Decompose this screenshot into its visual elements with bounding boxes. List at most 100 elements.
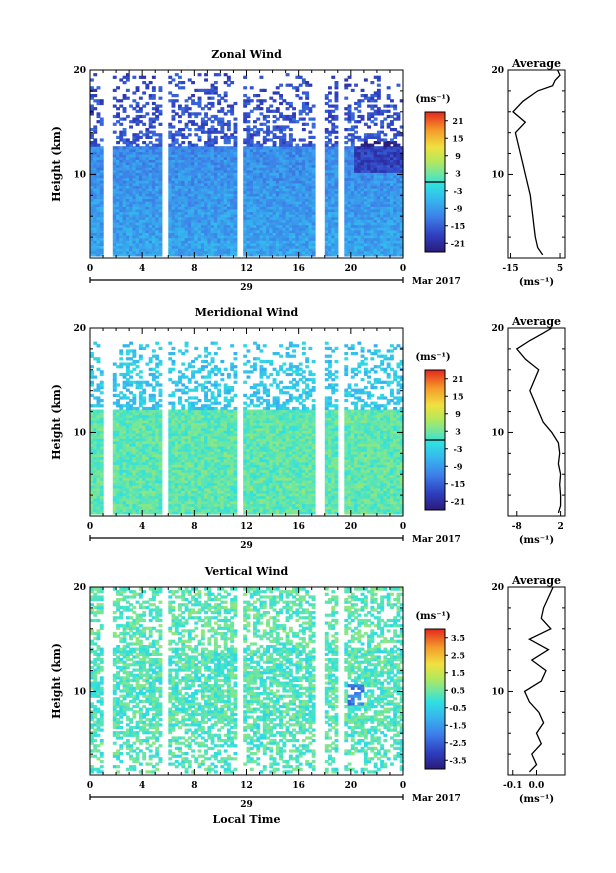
heatmap-cell xyxy=(275,161,280,166)
heatmap-cell xyxy=(328,248,332,252)
heatmap-cell xyxy=(125,380,130,384)
heatmap-cell xyxy=(207,248,212,252)
heatmap-cell xyxy=(282,214,287,218)
heatmap-cell xyxy=(393,214,398,218)
heatmap-cell xyxy=(253,185,257,189)
heatmap-cell xyxy=(168,154,173,158)
heatmap-cell xyxy=(135,214,140,218)
heatmap-cell xyxy=(367,133,371,137)
heatmap-cell xyxy=(112,242,117,247)
heatmap-cell xyxy=(168,185,173,189)
heatmap-cell xyxy=(90,190,94,194)
heatmap-cell xyxy=(200,172,205,176)
heatmap-cell xyxy=(373,203,378,207)
heatmap-cell xyxy=(269,237,274,241)
heatmap-cell xyxy=(220,148,225,153)
heatmap-cell xyxy=(357,114,362,119)
heatmap-cell xyxy=(112,388,117,392)
heatmap-cell xyxy=(223,94,228,98)
heatmap-cell xyxy=(390,222,394,226)
heatmap-cell xyxy=(354,151,358,155)
heatmap-cell xyxy=(220,96,225,100)
heatmap-cell xyxy=(138,237,143,241)
heatmap-cell xyxy=(155,167,160,171)
heatmap-cell xyxy=(275,201,280,205)
heatmap-cell xyxy=(226,164,231,168)
heatmap-cell xyxy=(354,214,358,218)
heatmap-cell xyxy=(138,198,143,202)
heatmap-cell xyxy=(204,169,208,173)
heatmap-cell xyxy=(272,232,277,236)
heatmap-cell xyxy=(138,167,143,171)
heatmap-cell xyxy=(367,216,371,220)
heatmap-cell xyxy=(223,193,228,197)
heatmap-cell xyxy=(334,146,339,150)
heatmap-cell xyxy=(347,117,352,121)
heatmap-cell xyxy=(376,222,381,226)
heatmap-cell xyxy=(217,240,222,244)
heatmap-cell xyxy=(233,164,238,168)
heatmap-cell xyxy=(393,128,398,132)
heatmap-cell xyxy=(122,198,127,202)
heatmap-cell xyxy=(298,154,303,158)
heatmap-cell xyxy=(168,133,173,137)
profile-x-tick-label: -15 xyxy=(502,264,518,274)
heatmap-cell xyxy=(116,216,120,220)
heatmap-cell xyxy=(223,99,228,103)
heatmap-cell xyxy=(132,151,137,155)
heatmap-cell xyxy=(119,412,124,416)
heatmap-cell xyxy=(279,195,283,200)
heatmap-cell xyxy=(253,198,257,202)
heatmap-cell xyxy=(285,161,290,166)
heatmap-cell xyxy=(96,167,101,171)
heatmap-cell xyxy=(301,216,306,220)
heatmap-cell xyxy=(200,203,205,207)
heatmap-cell xyxy=(129,161,133,166)
heatmap-cell xyxy=(269,151,274,155)
heatmap-cell xyxy=(122,383,127,387)
heatmap-cell xyxy=(308,175,313,179)
heatmap-cell xyxy=(279,190,283,194)
heatmap-cell xyxy=(217,151,222,155)
heatmap-cell xyxy=(376,156,381,160)
heatmap-cell xyxy=(116,414,120,418)
heatmap-cell xyxy=(207,141,212,145)
heatmap-cell xyxy=(119,135,124,139)
heatmap-cell xyxy=(197,112,202,116)
heatmap-cell xyxy=(354,229,358,233)
heatmap-cell xyxy=(197,206,202,210)
heatmap-cell xyxy=(334,135,339,139)
heatmap-cell xyxy=(262,169,267,173)
heatmap-cell xyxy=(135,185,140,189)
heatmap-cell xyxy=(194,133,199,137)
heatmap-cell xyxy=(148,96,153,100)
heatmap-cell xyxy=(204,146,208,150)
heatmap-cell xyxy=(266,175,270,179)
heatmap-cell xyxy=(145,159,150,163)
heatmap-cell xyxy=(246,237,251,241)
heatmap-cell xyxy=(357,206,362,210)
heatmap-cell xyxy=(305,211,310,215)
heatmap-cell xyxy=(93,148,98,153)
day-bar-ends xyxy=(89,277,404,283)
heatmap-cell xyxy=(223,141,228,145)
heatmap-cell xyxy=(301,161,306,166)
heatmap-cell xyxy=(262,245,267,249)
heatmap-cell xyxy=(129,182,133,186)
heatmap-cell xyxy=(266,138,270,142)
heatmap-cell xyxy=(204,229,208,233)
heatmap-cell xyxy=(275,250,280,254)
heatmap-cell xyxy=(266,120,270,124)
heatmap-cell xyxy=(285,143,290,147)
heatmap-cell xyxy=(90,511,94,515)
heatmap-cell xyxy=(151,237,156,241)
heatmap-cell xyxy=(204,250,208,254)
heatmap-cell xyxy=(269,248,274,252)
heatmap-cell xyxy=(386,151,391,155)
heatmap-cell xyxy=(396,240,401,244)
heatmap-cell xyxy=(266,214,270,218)
heatmap-cell xyxy=(226,198,231,202)
heatmap-cell xyxy=(213,198,218,202)
heatmap-cell xyxy=(223,206,228,210)
heatmap-cell xyxy=(181,235,186,239)
